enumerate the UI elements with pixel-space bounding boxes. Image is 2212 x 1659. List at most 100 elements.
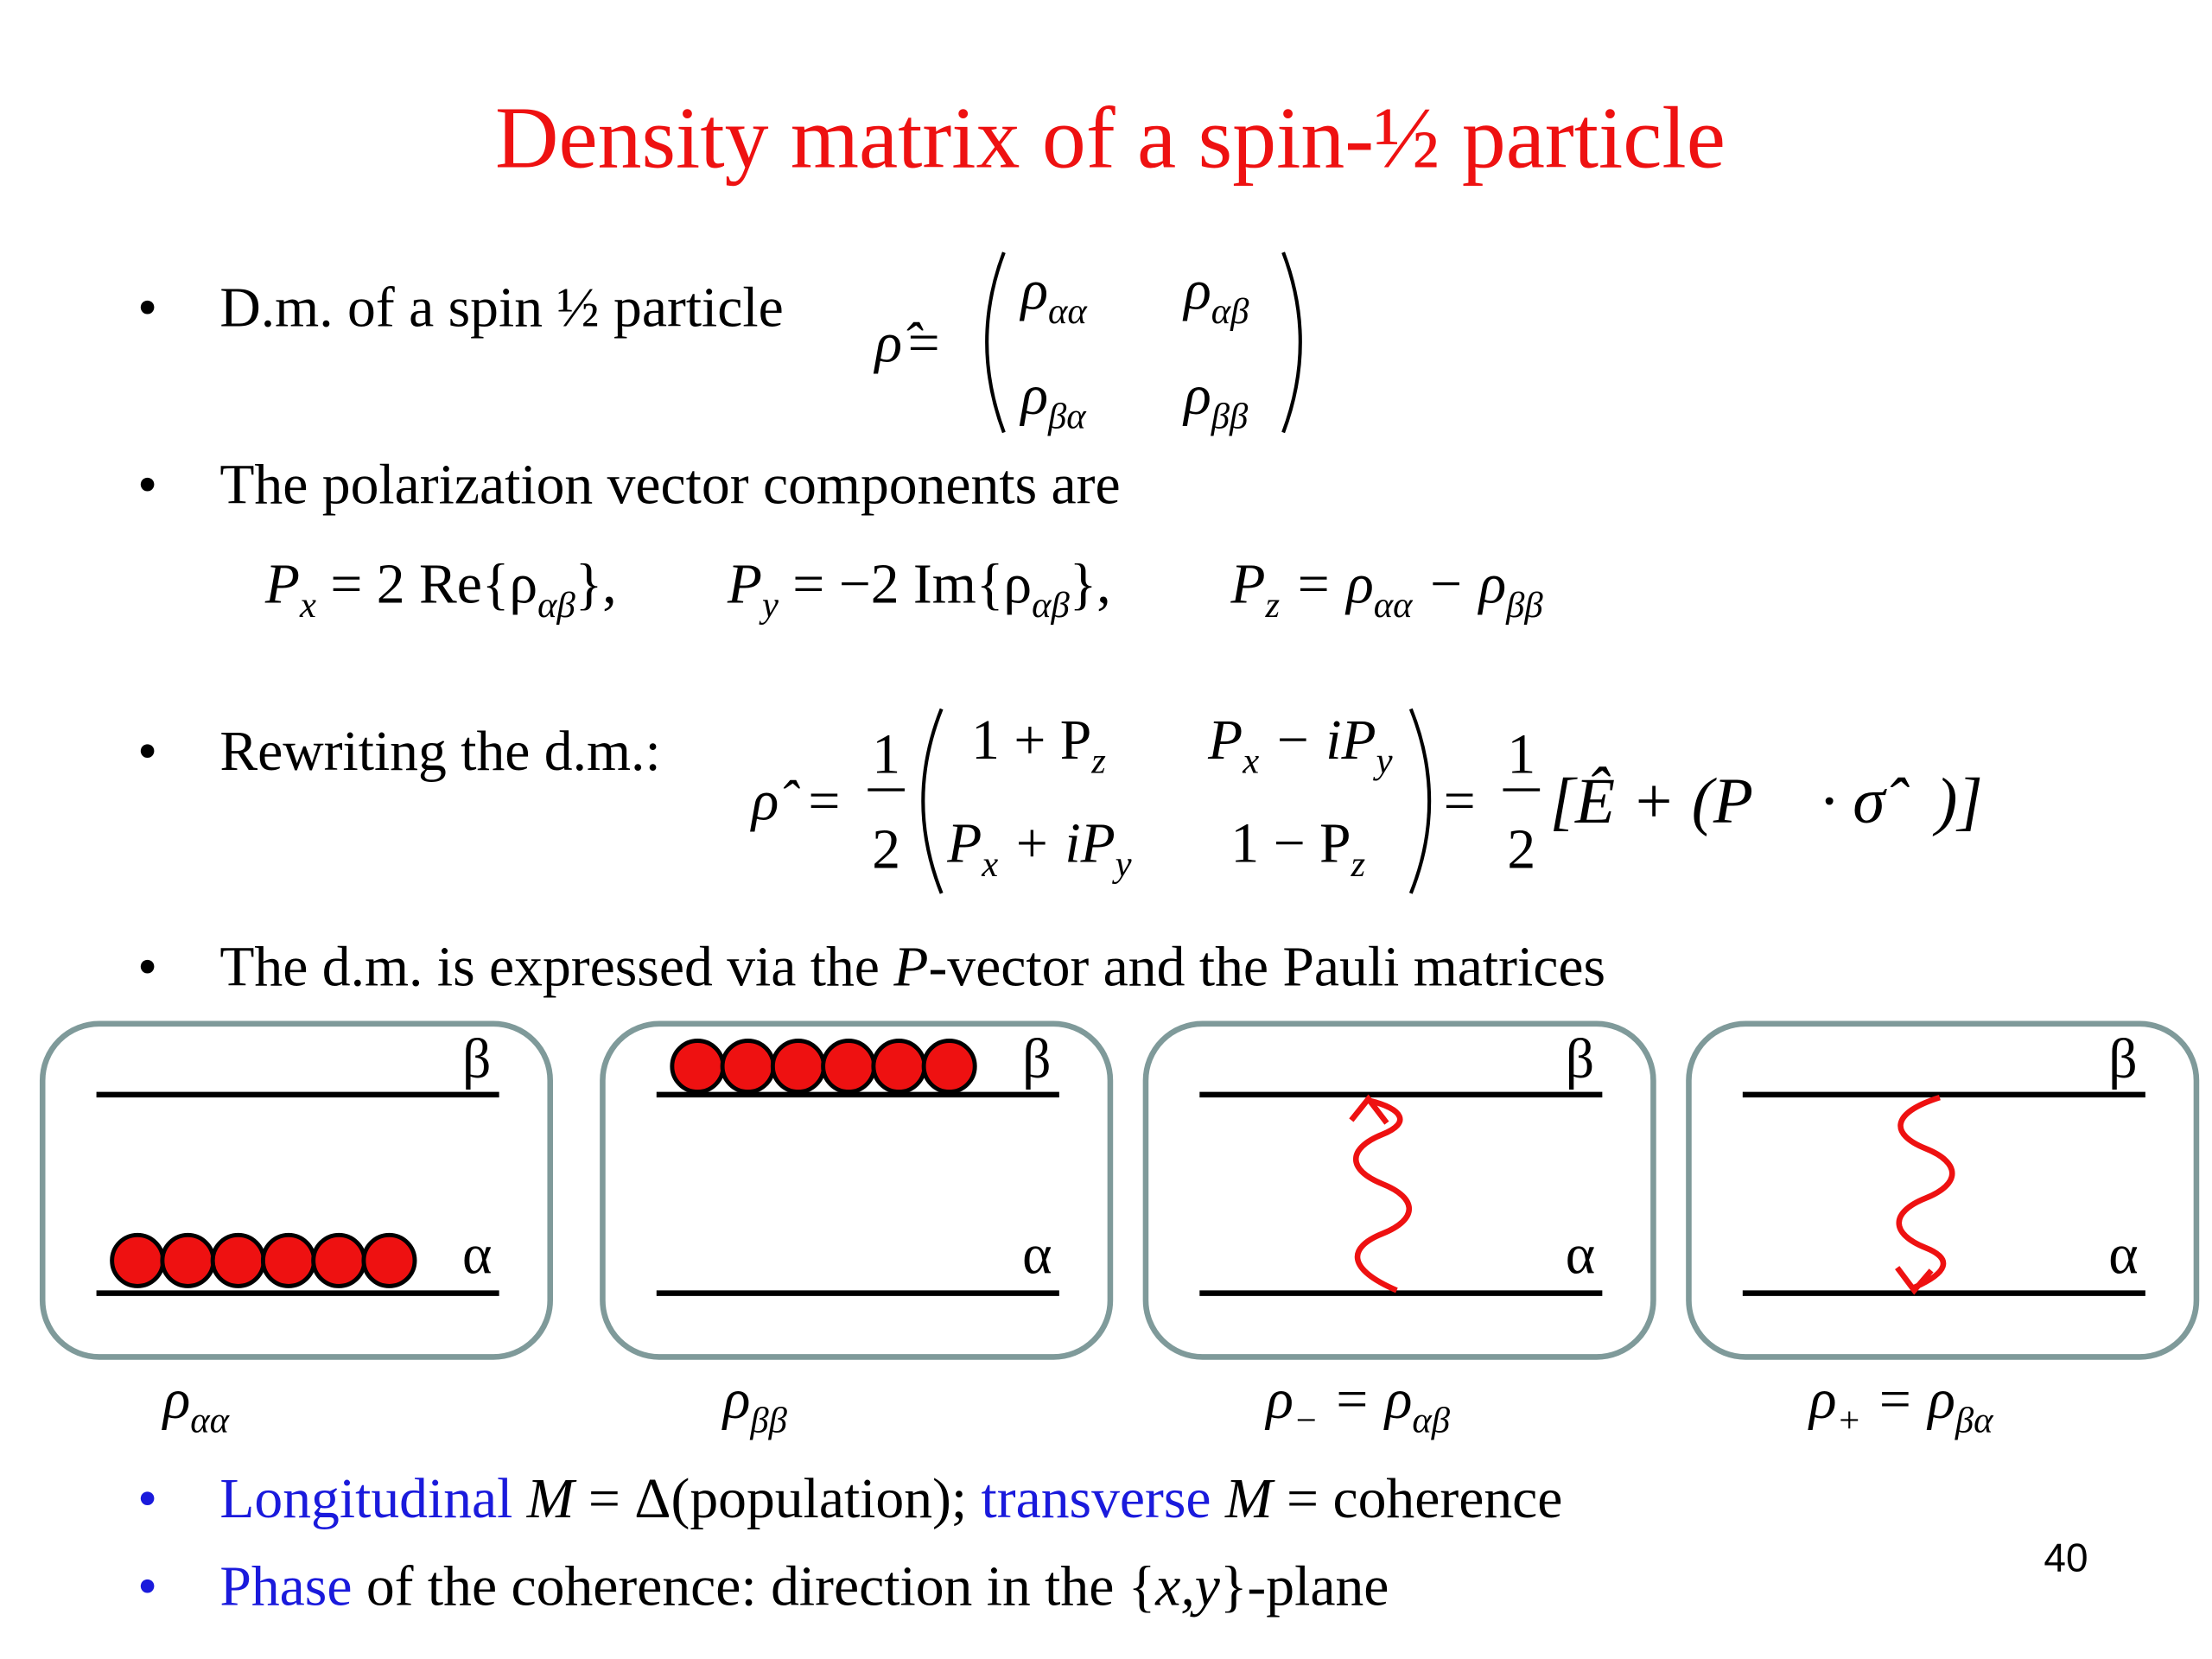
f: z: [1090, 741, 1106, 781]
f: 1 + P: [971, 709, 1091, 772]
t: M: [1211, 1468, 1275, 1530]
f: y: [1112, 844, 1132, 885]
formula: 2: [1507, 818, 1535, 880]
f: ρ: [1182, 260, 1211, 322]
bullet-text: D.m. of a spin ½ particle: [219, 276, 783, 339]
level-label: α: [462, 1224, 492, 1287]
formula: ρ̂ =: [874, 312, 940, 374]
caption-part: = ρ: [1319, 1369, 1413, 1431]
t: }-plane: [1220, 1556, 1389, 1618]
t: = coherence: [1273, 1468, 1563, 1530]
t: x,y: [1154, 1556, 1221, 1618]
f: ρ: [1020, 260, 1049, 322]
t: Longitudinal: [219, 1468, 512, 1530]
f: + iP: [998, 813, 1115, 875]
t: Phase: [219, 1556, 352, 1618]
paren: [921, 708, 944, 894]
population-dot: [311, 1232, 367, 1288]
f: − iP: [1259, 709, 1376, 772]
population-dot: [361, 1232, 417, 1288]
matrix-entry: ραβ: [1182, 260, 1249, 332]
caption-part: −: [1294, 1400, 1319, 1440]
population-dot: [720, 1039, 776, 1095]
t: = Δ(population);: [574, 1468, 981, 1530]
f: x: [981, 844, 998, 885]
level-label: β: [462, 1028, 491, 1090]
wavy-arrow: [1896, 1095, 1955, 1291]
f: − ρ: [1413, 553, 1507, 615]
t: transverse: [982, 1468, 1211, 1530]
f: ρ: [1020, 365, 1049, 427]
arrow-head: [1349, 1094, 1389, 1125]
level-label: β: [2108, 1028, 2137, 1090]
f: αβ: [1211, 291, 1249, 332]
population-dot: [210, 1232, 266, 1288]
bullet: •: [137, 1468, 157, 1530]
f: x: [299, 585, 316, 626]
level-label: α: [1566, 1224, 1595, 1287]
level-label: α: [1022, 1224, 1052, 1287]
f: P: [264, 553, 300, 615]
f: = 2 Re{ρ: [330, 553, 537, 615]
f: 1 − P: [1230, 813, 1351, 875]
f: = −2 Im{ρ: [792, 553, 1032, 615]
caption-part: αβ: [1412, 1400, 1450, 1440]
matrix-entry: Px − iPy: [1207, 709, 1392, 781]
f: αα: [1048, 291, 1088, 332]
f: P: [727, 553, 762, 615]
caption: ρββ: [721, 1369, 788, 1440]
f: =: [908, 312, 940, 374]
f: ρ: [1182, 365, 1211, 427]
t: The d.m. is expressed via the: [219, 937, 893, 999]
population-dot: [770, 1039, 826, 1095]
bullet-text: The polarization vector components are: [219, 454, 1120, 517]
caption-part: ρ: [1808, 1369, 1837, 1431]
formula: [Ê + (P⃗ · σ̂⃗)]: [1550, 766, 1983, 837]
bullet: •: [137, 276, 157, 339]
population-dot: [670, 1039, 726, 1095]
f: = ρ: [1294, 553, 1374, 615]
f: ββ: [1505, 585, 1543, 626]
note: Phase of the coherence: direction in the…: [219, 1556, 1389, 1618]
level-box: [1686, 1020, 2200, 1360]
population-dot: [871, 1039, 927, 1095]
caption: ρ− = ραβ: [1264, 1369, 1450, 1440]
level-box: [39, 1020, 553, 1360]
bullet: •: [137, 721, 157, 783]
t: of the coherence: direction in the {: [352, 1556, 1155, 1618]
level-box: [1142, 1020, 1656, 1360]
matrix-entry: ρβα: [1020, 365, 1088, 436]
caption-part: = ρ: [1861, 1369, 1955, 1431]
f: βα: [1047, 397, 1087, 437]
formula: 1: [1507, 723, 1535, 785]
f: αα: [1374, 585, 1414, 626]
formula: =: [808, 771, 840, 833]
caption-part: ββ: [749, 1400, 787, 1440]
f: ββ: [1211, 397, 1249, 437]
population-dot: [921, 1039, 977, 1095]
formula: Px = 2 Re{ραβ}, Py = −2 Im{ραβ}, Pz = ραα − ρ…: [264, 553, 1543, 625]
f: z: [1265, 585, 1281, 626]
bullet: •: [137, 937, 157, 999]
bullet: •: [137, 454, 157, 517]
arrow-head: [1895, 1266, 1934, 1295]
paren: [1281, 251, 1302, 434]
paren: [985, 251, 1006, 434]
matrix-entry: Px + iPy: [946, 813, 1131, 885]
caption: ραα: [162, 1369, 231, 1440]
matrix-entry: 1 + Pz: [971, 709, 1106, 781]
f: },: [1070, 553, 1111, 615]
f: P: [1230, 553, 1265, 615]
f: y: [759, 585, 779, 626]
title: Density matrix of a spin-½ particle: [495, 90, 1726, 188]
formula: 2: [872, 818, 900, 880]
matrix-entry: ρββ: [1182, 365, 1249, 436]
bullet: •: [137, 1556, 157, 1618]
f: y: [1373, 741, 1393, 781]
caption-part: ρ: [1264, 1369, 1294, 1431]
paren: [1408, 708, 1432, 894]
bullet-text: Rewriting the d.m.:: [219, 721, 660, 783]
